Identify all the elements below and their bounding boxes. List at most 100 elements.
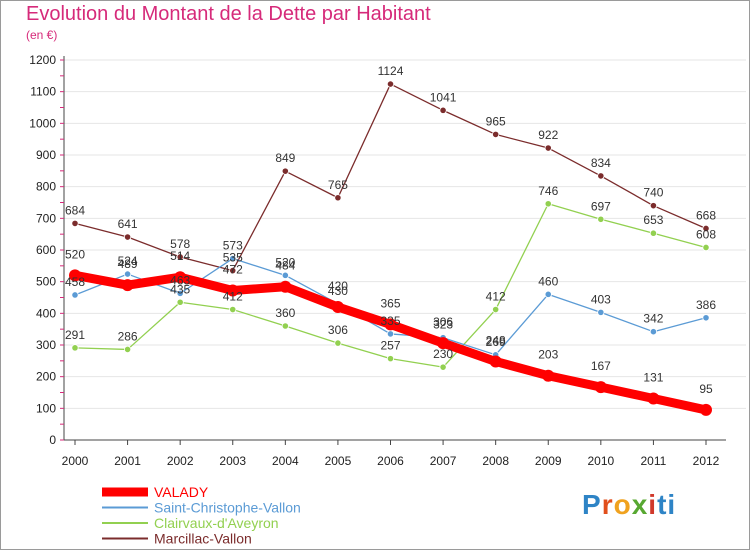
data-point <box>123 270 132 278</box>
unit-label: (en €) <box>26 28 58 42</box>
data-label: 257 <box>380 339 400 353</box>
x-tick-label: 2002 <box>167 454 194 468</box>
data-label: 291 <box>65 328 85 342</box>
data-point <box>700 403 712 416</box>
grid <box>64 59 746 409</box>
data-label: 668 <box>696 208 716 222</box>
data-label: 684 <box>65 203 85 217</box>
data-point <box>647 392 660 405</box>
data-label: 323 <box>433 318 453 332</box>
data-label: 746 <box>538 184 558 198</box>
data-label: 520 <box>65 247 85 261</box>
data-point <box>176 298 184 306</box>
data-point <box>437 337 450 350</box>
x-tick-label: 2011 <box>641 454 667 468</box>
data-label: 360 <box>275 306 295 320</box>
data-label: 965 <box>486 114 506 128</box>
y-tick-label: 800 <box>36 180 56 194</box>
logo-letter: r <box>601 489 614 520</box>
axes: 0 100 200 300 400 500 600 700 800 900 1000 1100 1200… <box>29 53 726 468</box>
data-point <box>71 219 79 227</box>
data-point <box>384 318 397 331</box>
x-tick-label: 2012 <box>693 454 720 468</box>
y-tick-label: 600 <box>36 243 56 257</box>
y-tick-label: 1100 <box>30 85 56 99</box>
data-point <box>123 345 132 354</box>
legend-label: Saint-Christophe-Vallon <box>154 500 301 516</box>
legend-label: VALADY <box>154 484 209 500</box>
data-labels: 684 641 578 535 849 765 1124 1041 965 922 834 740 66… <box>65 64 716 396</box>
data-label: 286 <box>118 329 138 343</box>
data-point <box>69 269 81 282</box>
data-point <box>597 215 605 223</box>
data-point <box>544 290 552 298</box>
data-label: 524 <box>118 254 138 268</box>
logo-letter: x <box>631 489 649 520</box>
data-point <box>121 279 134 292</box>
data-label: 458 <box>65 275 85 289</box>
data-label: 412 <box>223 290 243 304</box>
data-point <box>123 233 132 241</box>
x-tick-label: 2005 <box>325 454 352 468</box>
x-tick-label: 2008 <box>482 454 509 468</box>
data-point <box>597 172 605 180</box>
data-label: 306 <box>328 323 348 337</box>
data-label: 167 <box>591 359 611 373</box>
y-tick-label: 0 <box>49 433 56 447</box>
data-point <box>492 305 500 314</box>
logo-letter: o <box>613 489 632 520</box>
x-tick-label: 2003 <box>219 454 246 468</box>
data-label: 740 <box>643 186 663 200</box>
data-point <box>544 200 552 208</box>
data-label: 922 <box>538 128 558 142</box>
y-tick-label: 700 <box>36 211 56 225</box>
data-label: 403 <box>591 292 611 306</box>
data-point <box>439 106 447 114</box>
data-point <box>544 144 552 152</box>
logo-letter: P <box>582 489 602 520</box>
data-point <box>492 130 500 139</box>
data-point <box>386 330 395 338</box>
data-point <box>386 80 395 88</box>
data-point <box>229 305 237 314</box>
chart-title: Evolution du Montant de la Dette par Hab… <box>26 3 431 25</box>
data-label: 269 <box>486 335 506 349</box>
data-point <box>174 271 187 284</box>
data-label: 514 <box>170 249 190 263</box>
data-label: 430 <box>328 284 348 298</box>
data-label: 131 <box>643 371 663 385</box>
x-tick-label: 2009 <box>535 454 562 468</box>
data-point <box>386 355 395 363</box>
data-label: 230 <box>433 347 453 361</box>
y-tick-label: 500 <box>36 275 56 289</box>
data-label: 335 <box>380 314 400 328</box>
data-point <box>597 308 605 316</box>
y-tick-label: 400 <box>36 306 56 320</box>
data-point <box>281 322 289 330</box>
series-layer <box>69 80 712 416</box>
data-label: 203 <box>538 348 558 362</box>
data-label: 697 <box>591 199 611 213</box>
x-tick-label: 2000 <box>62 454 89 468</box>
y-tick-label: 100 <box>36 401 56 415</box>
data-point <box>334 194 342 202</box>
y-tick-label: 900 <box>36 148 56 162</box>
data-point <box>702 243 710 252</box>
data-label: 1124 <box>378 64 404 78</box>
data-point <box>331 301 344 313</box>
data-label: 460 <box>538 274 558 288</box>
x-tick-label: 2004 <box>272 454 299 468</box>
data-point <box>71 344 79 352</box>
proxiti-logo: Proxiti <box>582 489 676 521</box>
y-tick-label: 1200 <box>29 53 56 67</box>
data-point <box>594 381 607 394</box>
data-point <box>542 369 555 382</box>
data-label: 578 <box>170 237 190 251</box>
data-point <box>281 271 289 279</box>
data-label: 306 <box>433 315 453 329</box>
data-point <box>176 253 184 261</box>
data-point <box>649 202 658 210</box>
legend: VALADYSaint-Christophe-VallonClairvaux-d… <box>102 484 301 547</box>
data-point <box>334 339 342 347</box>
